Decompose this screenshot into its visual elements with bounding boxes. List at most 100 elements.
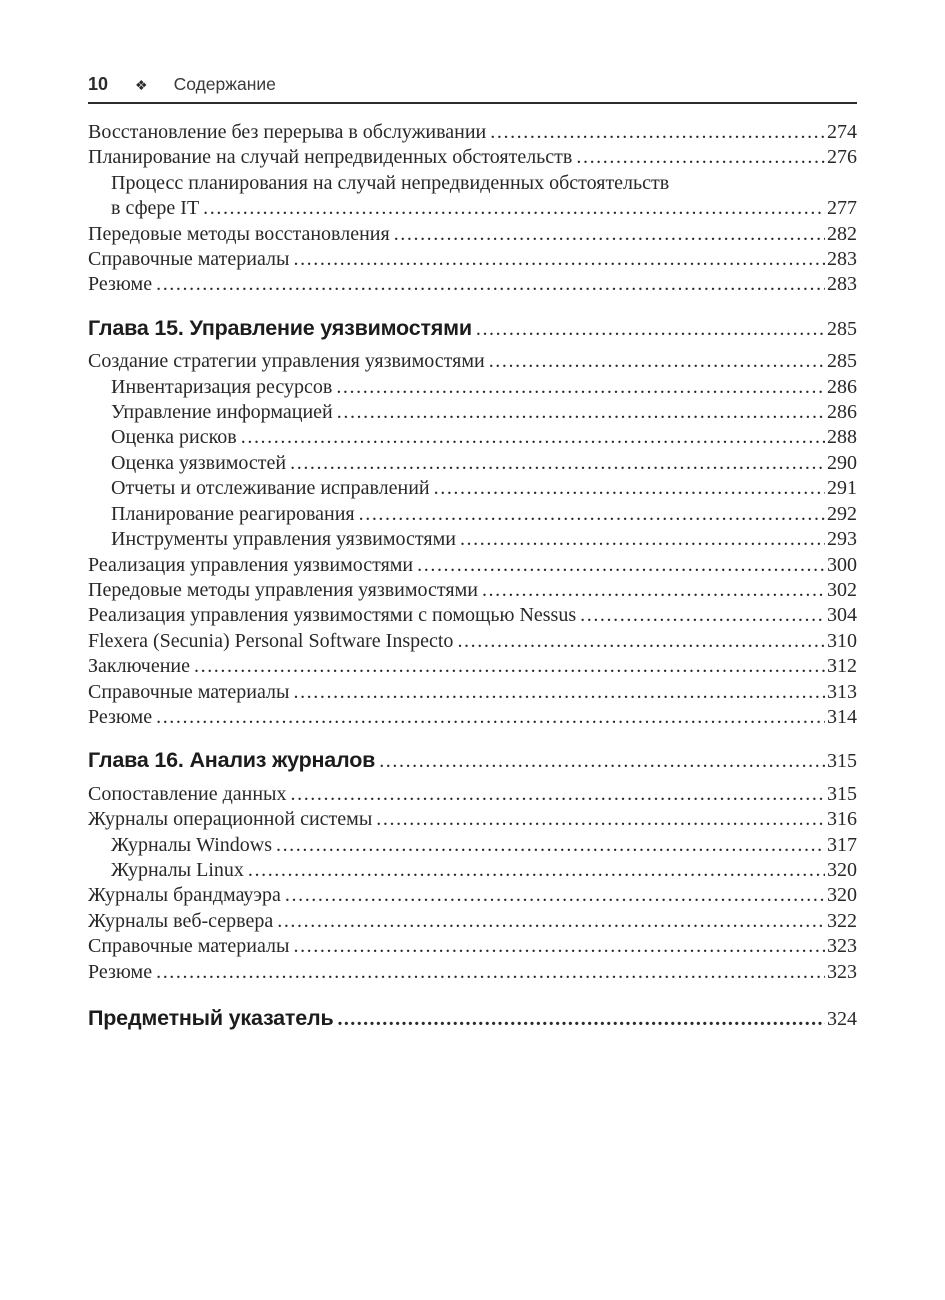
toc-entry-page: 323 <box>827 960 857 983</box>
toc-entry-label: Передовые методы управления уязвимостями <box>88 578 478 601</box>
toc-entry-page: 302 <box>827 578 857 601</box>
toc-entry-label: Инвентаризация ресурсов <box>111 375 333 398</box>
dot-leader <box>417 553 825 578</box>
toc-entry-page: 320 <box>827 884 857 907</box>
toc-entry-page: 313 <box>827 680 857 703</box>
toc-entry-page: 317 <box>827 833 857 856</box>
toc-entry-page: 288 <box>827 426 857 449</box>
dot-leader <box>489 349 825 374</box>
dot-leader <box>338 1007 826 1032</box>
toc-entry-label: Реализация управления уязвимостями <box>88 553 414 576</box>
toc-entry: Журналы веб-сервера 322 <box>88 909 857 934</box>
dot-leader <box>337 400 825 425</box>
toc-entry-page: 277 <box>827 197 857 220</box>
toc-entry: Управление информацией 286 <box>88 400 857 425</box>
toc-entry: Создание стратегии управления уязвимостя… <box>88 349 857 374</box>
toc-entry: Резюме 283 <box>88 272 857 297</box>
toc-entry: Резюме 323 <box>88 960 857 985</box>
toc-entry-label: Оценка уязвимостей <box>111 451 287 474</box>
toc-entry: Журналы операционной системы 316 <box>88 807 857 832</box>
toc-entry-page: 322 <box>827 909 857 932</box>
toc-entry-label: Управление информацией <box>111 401 333 424</box>
toc-chapter-heading: Глава 15. Управление уязвимостями 285 <box>88 316 857 342</box>
toc-entry-label: Справочные материалы <box>88 248 290 271</box>
toc-entry-page: 324 <box>827 1008 857 1030</box>
toc-entry-page: 312 <box>827 655 857 678</box>
toc-entry-label: Сопоставление данных <box>88 782 287 805</box>
toc-entry-page: 320 <box>827 858 857 881</box>
dot-leader <box>336 375 825 400</box>
dot-leader <box>293 934 825 959</box>
toc-entry-label: Инструменты управления уязвимостями <box>111 528 456 551</box>
toc-entry: Журналы Windows 317 <box>88 833 857 858</box>
toc-entry-label: в сфере IT <box>111 197 200 220</box>
toc-entry: Журналы Linux 320 <box>88 858 857 883</box>
toc-entry: Отчеты и отслеживание исправлений 291 <box>88 476 857 501</box>
toc-entry-page: 315 <box>827 782 857 805</box>
toc-entry-label: Планирование реагирования <box>111 502 355 525</box>
toc-entry-label: Оценка рисков <box>111 426 237 449</box>
toc-entry-label: Отчеты и отслеживание исправлений <box>111 477 430 500</box>
toc-entry: Заключение 312 <box>88 654 857 679</box>
toc-entry: Передовые методы восстановления 282 <box>88 222 857 247</box>
toc-entry-page: 290 <box>827 451 857 474</box>
toc-entry-page: 291 <box>827 477 857 500</box>
dot-leader <box>194 654 825 679</box>
toc-entry: Планирование реагирования 292 <box>88 502 857 527</box>
toc-entry: Журналы брандмауэра 320 <box>88 883 857 908</box>
page-number: 10 <box>88 74 109 94</box>
toc-entry: Реализация управления уязвимостями 300 <box>88 553 857 578</box>
dot-leader <box>576 145 825 170</box>
toc-entry: Процесс планирования на случай непредвид… <box>88 171 857 196</box>
dot-leader <box>376 807 825 832</box>
toc-entry: Восстановление без перерыва в обслуживан… <box>88 120 857 145</box>
dot-leader <box>277 909 825 934</box>
toc-entry-page: 283 <box>827 273 857 296</box>
toc-entry-label: Журналы Linux <box>111 858 244 881</box>
toc-entry: Сопоставление данных 315 <box>88 782 857 807</box>
dot-leader <box>490 120 825 145</box>
dot-leader <box>457 629 825 654</box>
toc-entry: Реализация управления уязвимостями с пом… <box>88 603 857 628</box>
toc-entry-label: Процесс планирования на случай непредвид… <box>111 171 670 194</box>
toc-entry-page: 293 <box>827 528 857 551</box>
dot-leader <box>434 476 825 501</box>
toc-entry-label: Резюме <box>88 960 153 983</box>
toc-entry-label: Журналы Windows <box>111 833 272 856</box>
toc-entry-label: Журналы брандмауэра <box>88 884 281 907</box>
toc-entry-label: Глава 16. Анализ журналов <box>88 748 376 773</box>
toc-list: Восстановление без перерыва в обслуживан… <box>88 120 857 1032</box>
toc-entry-label: Справочные материалы <box>88 935 290 958</box>
toc-entry-page: 323 <box>827 935 857 958</box>
toc-entry-label: Журналы веб-сервера <box>88 909 274 932</box>
dot-leader <box>460 527 825 552</box>
toc-entry-label: Передовые методы восстановления <box>88 222 390 245</box>
toc-entry: Планирование на случай непредвиденных об… <box>88 145 857 170</box>
toc-entry-label: Планирование на случай непредвиденных об… <box>88 146 573 169</box>
toc-entry: Передовые методы управления уязвимостями… <box>88 578 857 603</box>
toc-entry-label: Резюме <box>88 273 153 296</box>
toc-entry: Справочные материалы 313 <box>88 680 857 705</box>
dot-leader <box>394 222 825 247</box>
toc-entry-page: 304 <box>827 604 857 627</box>
toc-entry-label: Справочные материалы <box>88 680 290 703</box>
dot-leader <box>293 680 825 705</box>
toc-index-heading: Предметный указатель 324 <box>88 1006 857 1032</box>
dot-leader <box>203 196 825 221</box>
toc-entry-label: Резюме <box>88 705 153 728</box>
toc-entry-page: 316 <box>827 808 857 831</box>
toc-entry-page: 286 <box>827 401 857 424</box>
toc-entry: Flexera (Secunia) Personal Software Insp… <box>88 629 857 654</box>
toc-entry: Инвентаризация ресурсов 286 <box>88 375 857 400</box>
toc-entry-page: 285 <box>827 350 857 373</box>
toc-entry-label: Заключение <box>88 655 190 678</box>
dot-leader <box>290 451 825 476</box>
dot-leader <box>156 705 825 730</box>
dot-leader <box>379 749 825 774</box>
toc-entry-page: 315 <box>827 750 857 773</box>
toc-entry-label: Предметный указатель <box>88 1006 334 1030</box>
page-header-title: Содержание <box>173 74 276 94</box>
toc-entry: Резюме 314 <box>88 705 857 730</box>
toc-entry: Справочные материалы 283 <box>88 247 857 272</box>
